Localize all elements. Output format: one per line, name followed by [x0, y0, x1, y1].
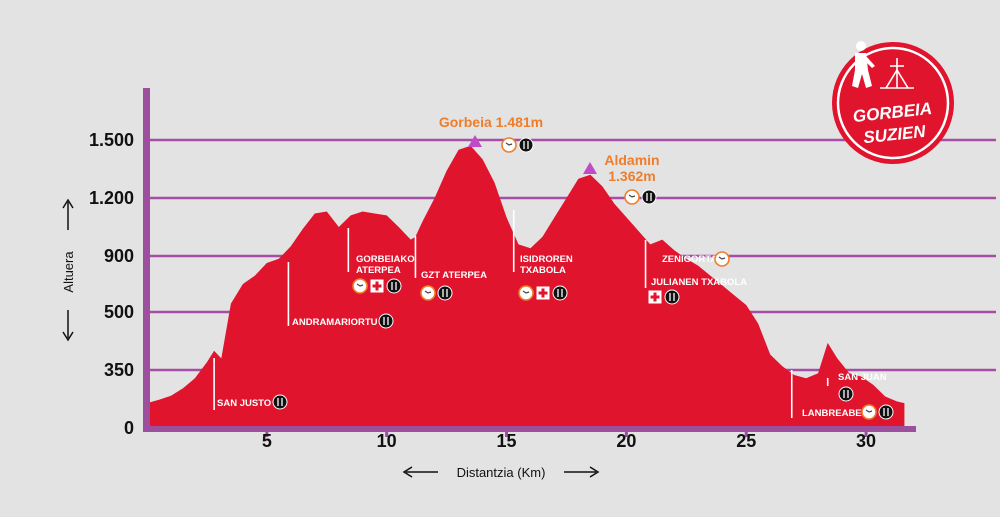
- x-axis-arrow-right-icon: [564, 466, 600, 478]
- x-tick-mark-25: [744, 431, 748, 437]
- peak-marker: [583, 162, 597, 174]
- y-tick-label-900: 900: [104, 246, 134, 266]
- first-aid-icon: [370, 279, 384, 293]
- waypoint-label: GZT ATERPEA: [421, 270, 487, 281]
- first-aid-icon: [648, 290, 662, 304]
- y-tick-label-350: 350: [104, 360, 134, 380]
- x-axis-title: Distantzia (Km): [402, 465, 600, 480]
- waypoint-label: LANBREABE: [802, 408, 862, 419]
- fork-knife-icon: [641, 189, 657, 205]
- x-tick-label-20: 20: [616, 431, 636, 451]
- x-tick-mark-10: [385, 431, 389, 437]
- fork-knife-icon: [878, 404, 894, 420]
- x-tick-mark-15: [505, 431, 509, 437]
- first-aid-icon: [536, 286, 550, 300]
- fork-knife-icon: [386, 278, 402, 294]
- peak-label: Gorbeia 1.481m: [439, 114, 543, 130]
- waypoint-zenigorta: ZENIGORTA: [662, 251, 730, 267]
- x-axis-label: Distantzia (Km): [457, 465, 546, 480]
- waypoint-gzt-aterpea: GZT ATERPEA: [414, 236, 487, 301]
- x-tick-label-25: 25: [736, 431, 756, 451]
- clock-icon: [420, 285, 436, 301]
- clock-icon: [714, 251, 730, 267]
- x-axis-line: [143, 426, 916, 432]
- x-tick-label-5: 5: [262, 431, 272, 451]
- clock-icon: [518, 285, 534, 301]
- fork-knife-icon: [272, 394, 288, 410]
- y-tick-label-0: 0: [124, 418, 134, 438]
- peak-marker: [468, 135, 482, 147]
- axes: [143, 88, 916, 437]
- y-tick-label-1200: 1.200: [89, 188, 134, 208]
- fork-knife-icon: [437, 285, 453, 301]
- waypoint-label: GORBEIAKO ATERPEA: [356, 254, 415, 276]
- fork-knife-icon: [838, 386, 854, 402]
- fork-knife-icon: [552, 285, 568, 301]
- peak-label: Aldamin 1.362m: [604, 152, 659, 184]
- waypoint-lanbreabe: LANBREABE: [790, 370, 894, 420]
- waypoint-andramariortu: ANDRAMARIORTU: [287, 262, 394, 329]
- waypoint-label: SAN JUAN: [838, 372, 887, 383]
- fork-knife-icon: [378, 313, 394, 329]
- x-axis-arrow-left-icon: [402, 466, 438, 478]
- y-axis-line: [143, 88, 150, 432]
- waypoints: SAN JUSTO ANDRAMARIORTU GORBEIAKO ATERPEA GZ…: [213, 210, 894, 420]
- waypoint-label: SAN JUSTO: [217, 398, 271, 409]
- peaks: Gorbeia 1.481m Aldamin 1.362m: [439, 114, 660, 205]
- y-axis-arrow-up-icon: [62, 198, 74, 230]
- peak-aldamin: Aldamin 1.362m: [583, 152, 660, 205]
- y-tick-label-500: 500: [104, 302, 134, 322]
- waypoint-gorbeiako-aterpea: GORBEIAKO ATERPEA: [347, 228, 415, 294]
- x-tick-label-15: 15: [497, 431, 517, 451]
- waypoint-label: ISIDROREN TXABOLA: [520, 254, 573, 276]
- waypoint-isidroren-txabola: ISIDROREN TXABOLA: [512, 210, 573, 301]
- y-tick-labels: 0 350 500 900 1.200 1.500: [89, 130, 134, 438]
- waypoint-san-juan: SAN JUAN: [826, 372, 887, 402]
- clock-icon: [624, 189, 640, 205]
- x-tick-labels: 5 10 15 20 25 30: [262, 431, 876, 451]
- waypoint-san-justo: SAN JUSTO: [213, 358, 288, 410]
- x-tick-mark-5: [265, 431, 269, 437]
- x-tick-mark-20: [624, 431, 628, 437]
- fork-knife-icon: [518, 137, 534, 153]
- waypoint-label: JULIANEN TXABOLA: [651, 277, 747, 288]
- runner-icon: [852, 41, 875, 88]
- gorbeia-cross-icon: [880, 58, 914, 89]
- clock-icon: [501, 137, 517, 153]
- x-tick-label-30: 30: [856, 431, 876, 451]
- waypoint-label: ZENIGORTA: [662, 254, 717, 265]
- y-tick-label-1500: 1.500: [89, 130, 134, 150]
- fork-knife-icon: [664, 289, 680, 305]
- y-axis-label: Altuera: [61, 251, 76, 293]
- clock-icon: [861, 404, 877, 420]
- logo-ring: [836, 46, 950, 160]
- y-axis-arrow-down-icon: [62, 310, 74, 342]
- y-axis-title: Altuera: [61, 198, 76, 342]
- waypoint-julianen-txabola: JULIANEN TXABOLA: [644, 240, 747, 305]
- peak-gorbeia-1-481m: Gorbeia 1.481m: [439, 114, 543, 153]
- gorbeia-suzien-logo: GORBEIA SUZIEN: [832, 41, 954, 164]
- waypoint-label: ANDRAMARIORTU: [292, 317, 378, 328]
- clock-icon: [352, 278, 368, 294]
- x-tick-mark-30: [864, 431, 868, 437]
- x-tick-label-10: 10: [377, 431, 397, 451]
